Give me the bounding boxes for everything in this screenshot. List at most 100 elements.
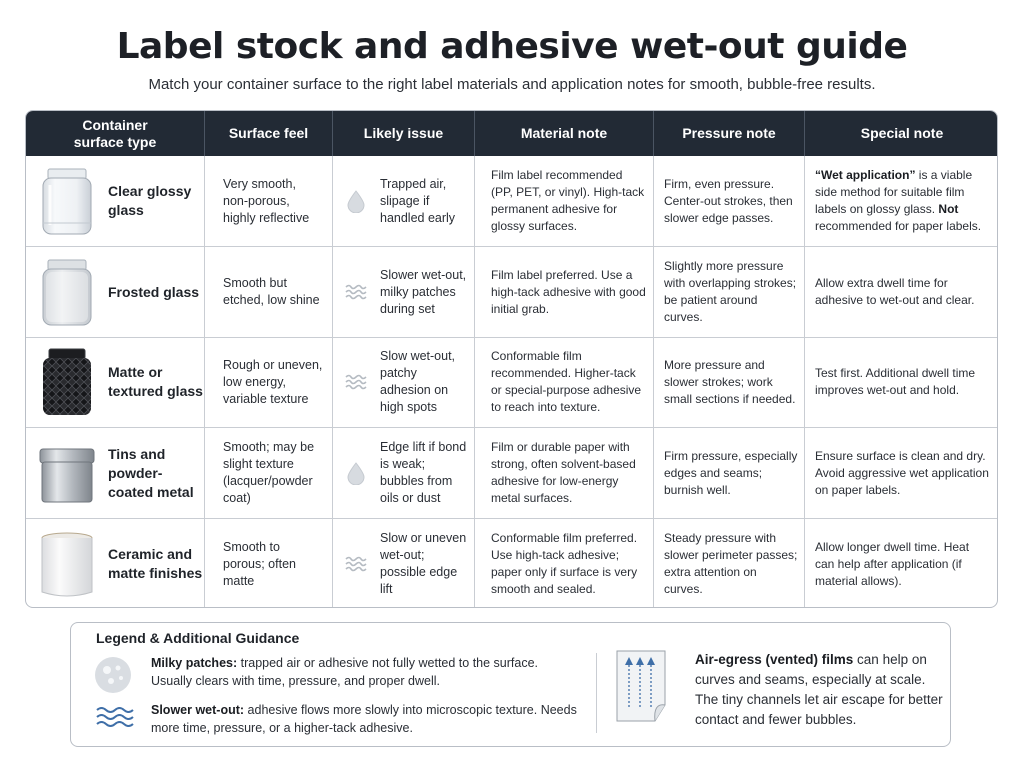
surface-type-name: Tins and powder-coated metal (108, 445, 194, 500)
likely-issue-text: Edge lift if bond is weak; bubbles from … (380, 440, 467, 505)
column-divider (474, 156, 475, 607)
waves-icon (345, 374, 367, 390)
surface-feel-text: Rough or uneven, low energy, variable te… (223, 357, 323, 406)
pressure-note-text: Firm pressure, especially edges and seam… (664, 448, 798, 497)
special-note-part: is a viable side method for suitable fil… (815, 168, 973, 216)
waves-icon (345, 284, 367, 300)
surface-type-name: Clear glossy glass (108, 183, 192, 218)
pressure-note-cell: Firm, even pressure. Center-out strokes,… (653, 156, 804, 246)
legend-slower-wet-out: Slower wet-out: adhesive flows more slow… (151, 701, 581, 737)
material-note-cell: Film or durable paper with strong, often… (474, 428, 653, 518)
droplet-icon (347, 190, 365, 213)
surface-type-name: Ceramic and matte finishes (108, 546, 203, 581)
table-row: Frosted glass Smooth but etched, low shi… (26, 247, 997, 337)
surface-feel-text: Smooth but etched, low shine (223, 276, 320, 307)
column-divider (804, 156, 805, 607)
black-textured-jar-icon (43, 348, 91, 415)
likely-issue-text: Slow or uneven wet-out; possible edge li… (380, 531, 467, 596)
material-note-cell: Conformable film preferred. Use high-tac… (474, 519, 653, 607)
special-note-text: Ensure surface is clean and dry. Avoid a… (815, 448, 989, 497)
surface-type-cell: Frosted glass (26, 247, 204, 337)
likely-issue-cell: Slow or uneven wet-out; possible edge li… (332, 519, 474, 607)
ceramic-jar-icon (41, 532, 93, 597)
surface-feel-cell: Very smooth, non-porous, highly reflecti… (204, 156, 332, 246)
pressure-note-text: Firm, even pressure. Center-out strokes,… (664, 176, 793, 225)
pressure-note-text: Slightly more pressure with overlapping … (664, 259, 797, 324)
material-note-cell: Conformable film recommended. Higher-tac… (474, 337, 653, 427)
special-note-cell: “Wet application” is a viable side metho… (804, 156, 997, 246)
pressure-note-cell: Firm pressure, especially edges and seam… (653, 428, 804, 518)
special-note-text: “Wet application” is a viable side metho… (815, 167, 991, 235)
surface-feel-cell: Smooth; may be slight texture (lacquer/p… (204, 428, 332, 518)
header-issue: Likely issue (332, 111, 474, 156)
special-note-cell: Allow longer dwell time. Heat can help a… (804, 519, 997, 607)
frosted-glass-jar-icon (42, 259, 92, 326)
wet-application-term: “Wet application” (815, 168, 916, 182)
special-note-text: Test first. Additional dwell time improv… (815, 366, 976, 397)
legend-milky-patches: Milky patches: trapped air or adhesive n… (151, 654, 581, 690)
legend-slow-label: Slower wet-out: (151, 703, 245, 717)
legend-title: Legend & Additional Guidance (96, 630, 300, 646)
special-note-cell: Ensure surface is clean and dry. Avoid a… (804, 428, 997, 518)
table-row: Ceramic and matte finishes Smooth to por… (26, 519, 997, 607)
header-material: Material note (474, 111, 653, 156)
likely-issue-text: Trapped air, slipage if handled early (380, 176, 456, 225)
pressure-note-cell: More pressure and slower strokes; work s… (653, 337, 804, 427)
surface-feel-text: Smooth; may be slight texture (lacquer/p… (223, 440, 315, 505)
guide-table: Container surface type Surface feel Like… (25, 110, 998, 608)
pressure-note-cell: Steady pressure with slower perimeter pa… (653, 519, 804, 607)
pressure-note-text: More pressure and slower strokes; work s… (664, 357, 796, 406)
legend-milky-text: trapped air or adhesive not fully wetted… (151, 656, 539, 688)
surface-type-cell: Matte or textured glass (26, 337, 204, 427)
likely-issue-cell: Slow wet-out, patchy adhesion on high sp… (332, 337, 474, 427)
surface-feel-text: Smooth to porous; often matte (223, 539, 296, 588)
header-type: Container surface type (73, 116, 157, 150)
slower-wet-out-icon (96, 707, 134, 727)
material-note-cell: Film label preferred. Use a high-tack ad… (474, 247, 653, 337)
table-row: Tins and powder-coated metal Smooth; may… (26, 428, 997, 518)
surface-feel-text: Very smooth, non-porous, highly reflecti… (223, 176, 310, 225)
legend-milky-label: Milky patches: (151, 656, 238, 670)
page-title: Label stock and adhesive wet-out guide (116, 26, 908, 67)
likely-issue-cell: Trapped air, slipage if handled early (332, 156, 474, 246)
special-note-part: recommended for paper labels. (815, 219, 982, 233)
table-row: Matte or textured glass Rough or uneven,… (26, 337, 997, 427)
surface-feel-cell: Smooth to porous; often matte (204, 519, 332, 607)
surface-feel-cell: Smooth but etched, low shine (204, 247, 332, 337)
likely-issue-text: Slow wet-out, patchy adhesion on high sp… (380, 349, 456, 414)
waves-icon (345, 556, 367, 572)
surface-type-cell: Tins and powder-coated metal (26, 428, 204, 518)
droplet-icon (347, 462, 365, 485)
legend-panel: Legend & Additional Guidance Milky patch… (70, 622, 951, 747)
legend-air-text: can help on curves and seams, especially… (695, 652, 943, 727)
material-note-text: Film or durable paper with strong, often… (491, 440, 636, 505)
material-note-text: Film label preferred. Use a high-tack ad… (491, 267, 646, 316)
vented-film-icon (616, 650, 666, 722)
surface-type-cell: Clear glossy glass (26, 156, 204, 246)
header-pressure: Pressure note (653, 111, 804, 156)
column-divider (332, 156, 333, 607)
pressure-note-cell: Slightly more pressure with overlapping … (653, 247, 804, 337)
special-note-text: Allow longer dwell time. Heat can help a… (815, 539, 970, 588)
column-divider (653, 156, 654, 607)
surface-type-cell: Ceramic and matte finishes (26, 519, 204, 607)
legend-air-egress: Air-egress (vented) films can help on cu… (695, 650, 945, 730)
milky-patches-icon (95, 657, 131, 693)
not-emphasis: Not (938, 202, 959, 216)
table-row: Clear glossy glass Very smooth, non-poro… (26, 156, 997, 246)
row-divider (26, 337, 997, 338)
table-header: Container surface type Surface feel Like… (26, 111, 997, 156)
legend-air-label: Air-egress (vented) films (695, 652, 854, 667)
special-note-cell: Allow extra dwell time for adhesive to w… (804, 247, 997, 337)
page-subtitle: Match your container surface to the righ… (148, 76, 876, 93)
legend-slow-text: adhesive flows more slowly into microsco… (151, 703, 577, 735)
row-divider (26, 427, 997, 428)
likely-issue-cell: Edge lift if bond is weak; bubbles from … (332, 428, 474, 518)
likely-issue-text: Slower wet-out, milky patches during set (380, 267, 467, 316)
column-divider (204, 156, 205, 607)
legend-divider (596, 653, 597, 733)
pressure-note-text: Steady pressure with slower perimeter pa… (664, 531, 798, 596)
header-feel: Surface feel (204, 111, 332, 156)
material-note-text: Conformable film recommended. Higher-tac… (491, 349, 642, 414)
row-divider (26, 518, 997, 519)
